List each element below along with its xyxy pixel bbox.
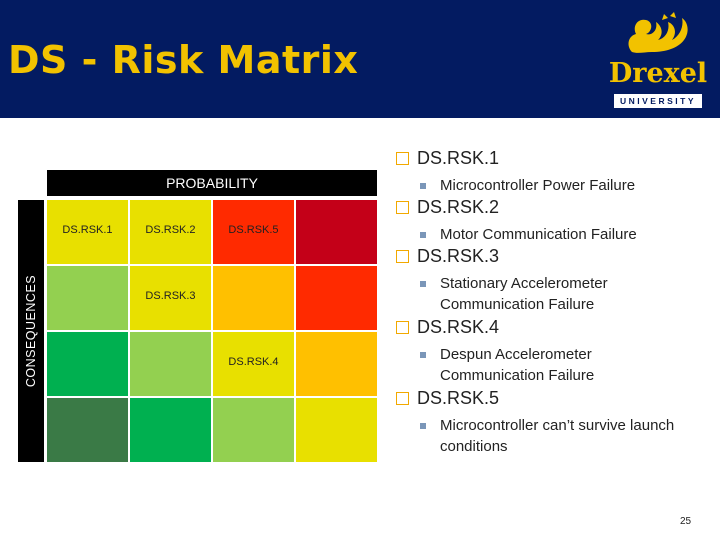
matrix-cell: DS.RSK.2 <box>130 200 211 264</box>
header-banner: DS - Risk Matrix Drexel UNIVERSITY <box>0 0 720 118</box>
matrix-cell-label: DS.RSK.2 <box>145 224 196 236</box>
matrix-cell <box>296 266 377 330</box>
bullet-icon <box>420 352 426 358</box>
matrix-cell <box>130 398 211 462</box>
matrix-cell: DS.RSK.1 <box>47 200 128 264</box>
matrix-cell <box>296 200 377 264</box>
matrix-cell <box>47 332 128 396</box>
drexel-logo: Drexel UNIVERSITY <box>608 12 708 108</box>
risk-description: Motor Communication Failure <box>440 226 637 243</box>
risk-item: DS.RSK.4 Despun Accelerometer Communicat… <box>396 317 716 386</box>
bullet-icon <box>420 232 426 238</box>
consequences-label: CONSEQUENCES <box>24 274 38 388</box>
risk-item: DS.RSK.3 Stationary Accelerometer Commun… <box>396 246 716 315</box>
bullet-icon <box>420 281 426 287</box>
risk-id: DS.RSK.2 <box>417 197 500 217</box>
bullet-icon <box>420 423 426 429</box>
checkbox-icon <box>396 201 409 214</box>
risk-list: DS.RSK.1 Microcontroller Power Failure D… <box>396 148 716 457</box>
matrix-cell <box>130 332 211 396</box>
risk-description: Microcontroller Power Failure <box>440 177 636 194</box>
checkbox-icon <box>396 392 409 405</box>
matrix-cell: DS.RSK.4 <box>213 332 294 396</box>
dragon-icon <box>628 12 688 53</box>
checkbox-icon <box>396 250 409 263</box>
matrix-cell <box>296 332 377 396</box>
risk-item: DS.RSK.2 Motor Communication Failure <box>396 197 716 245</box>
checkbox-icon <box>396 321 409 334</box>
consequences-header: CONSEQUENCES <box>18 200 44 462</box>
risk-matrix-grid: DS.RSK.1 DS.RSK.2 DS.RSK.5 DS.RSK.3 DS.RSK.4 <box>47 200 379 464</box>
probability-header: PROBABILITY <box>47 170 377 196</box>
risk-item: DS.RSK.1 Microcontroller Power Failure <box>396 148 716 196</box>
risk-id: DS.RSK.3 <box>417 246 500 266</box>
risk-description: Despun Accelerometer Communication Failu… <box>440 346 595 384</box>
matrix-cell-label: DS.RSK.1 <box>62 224 113 236</box>
matrix-cell-label: DS.RSK.5 <box>228 224 279 236</box>
page-number: 25 <box>680 516 692 527</box>
page-title: DS - Risk Matrix <box>8 38 359 82</box>
matrix-cell: DS.RSK.3 <box>130 266 211 330</box>
matrix-cell <box>213 398 294 462</box>
risk-id: DS.RSK.1 <box>417 148 500 168</box>
risk-description: Stationary Accelerometer Communication F… <box>440 275 608 313</box>
matrix-cell-label: DS.RSK.3 <box>145 290 196 302</box>
risk-id: DS.RSK.5 <box>417 388 500 408</box>
matrix-cell <box>47 266 128 330</box>
risk-item: DS.RSK.5 Microcontroller can’t survive l… <box>396 388 716 457</box>
checkbox-icon <box>396 152 409 165</box>
logo-wordmark: Drexel <box>608 58 708 89</box>
matrix-cell: DS.RSK.5 <box>213 200 294 264</box>
matrix-cell <box>296 398 377 462</box>
logo-university: UNIVERSITY <box>614 94 702 108</box>
risk-description: Microcontroller can’t survive launch con… <box>440 417 675 455</box>
bullet-icon <box>420 183 426 189</box>
matrix-cell <box>213 266 294 330</box>
matrix-cell <box>47 398 128 462</box>
risk-id: DS.RSK.4 <box>417 317 500 337</box>
matrix-cell-label: DS.RSK.4 <box>228 356 279 368</box>
